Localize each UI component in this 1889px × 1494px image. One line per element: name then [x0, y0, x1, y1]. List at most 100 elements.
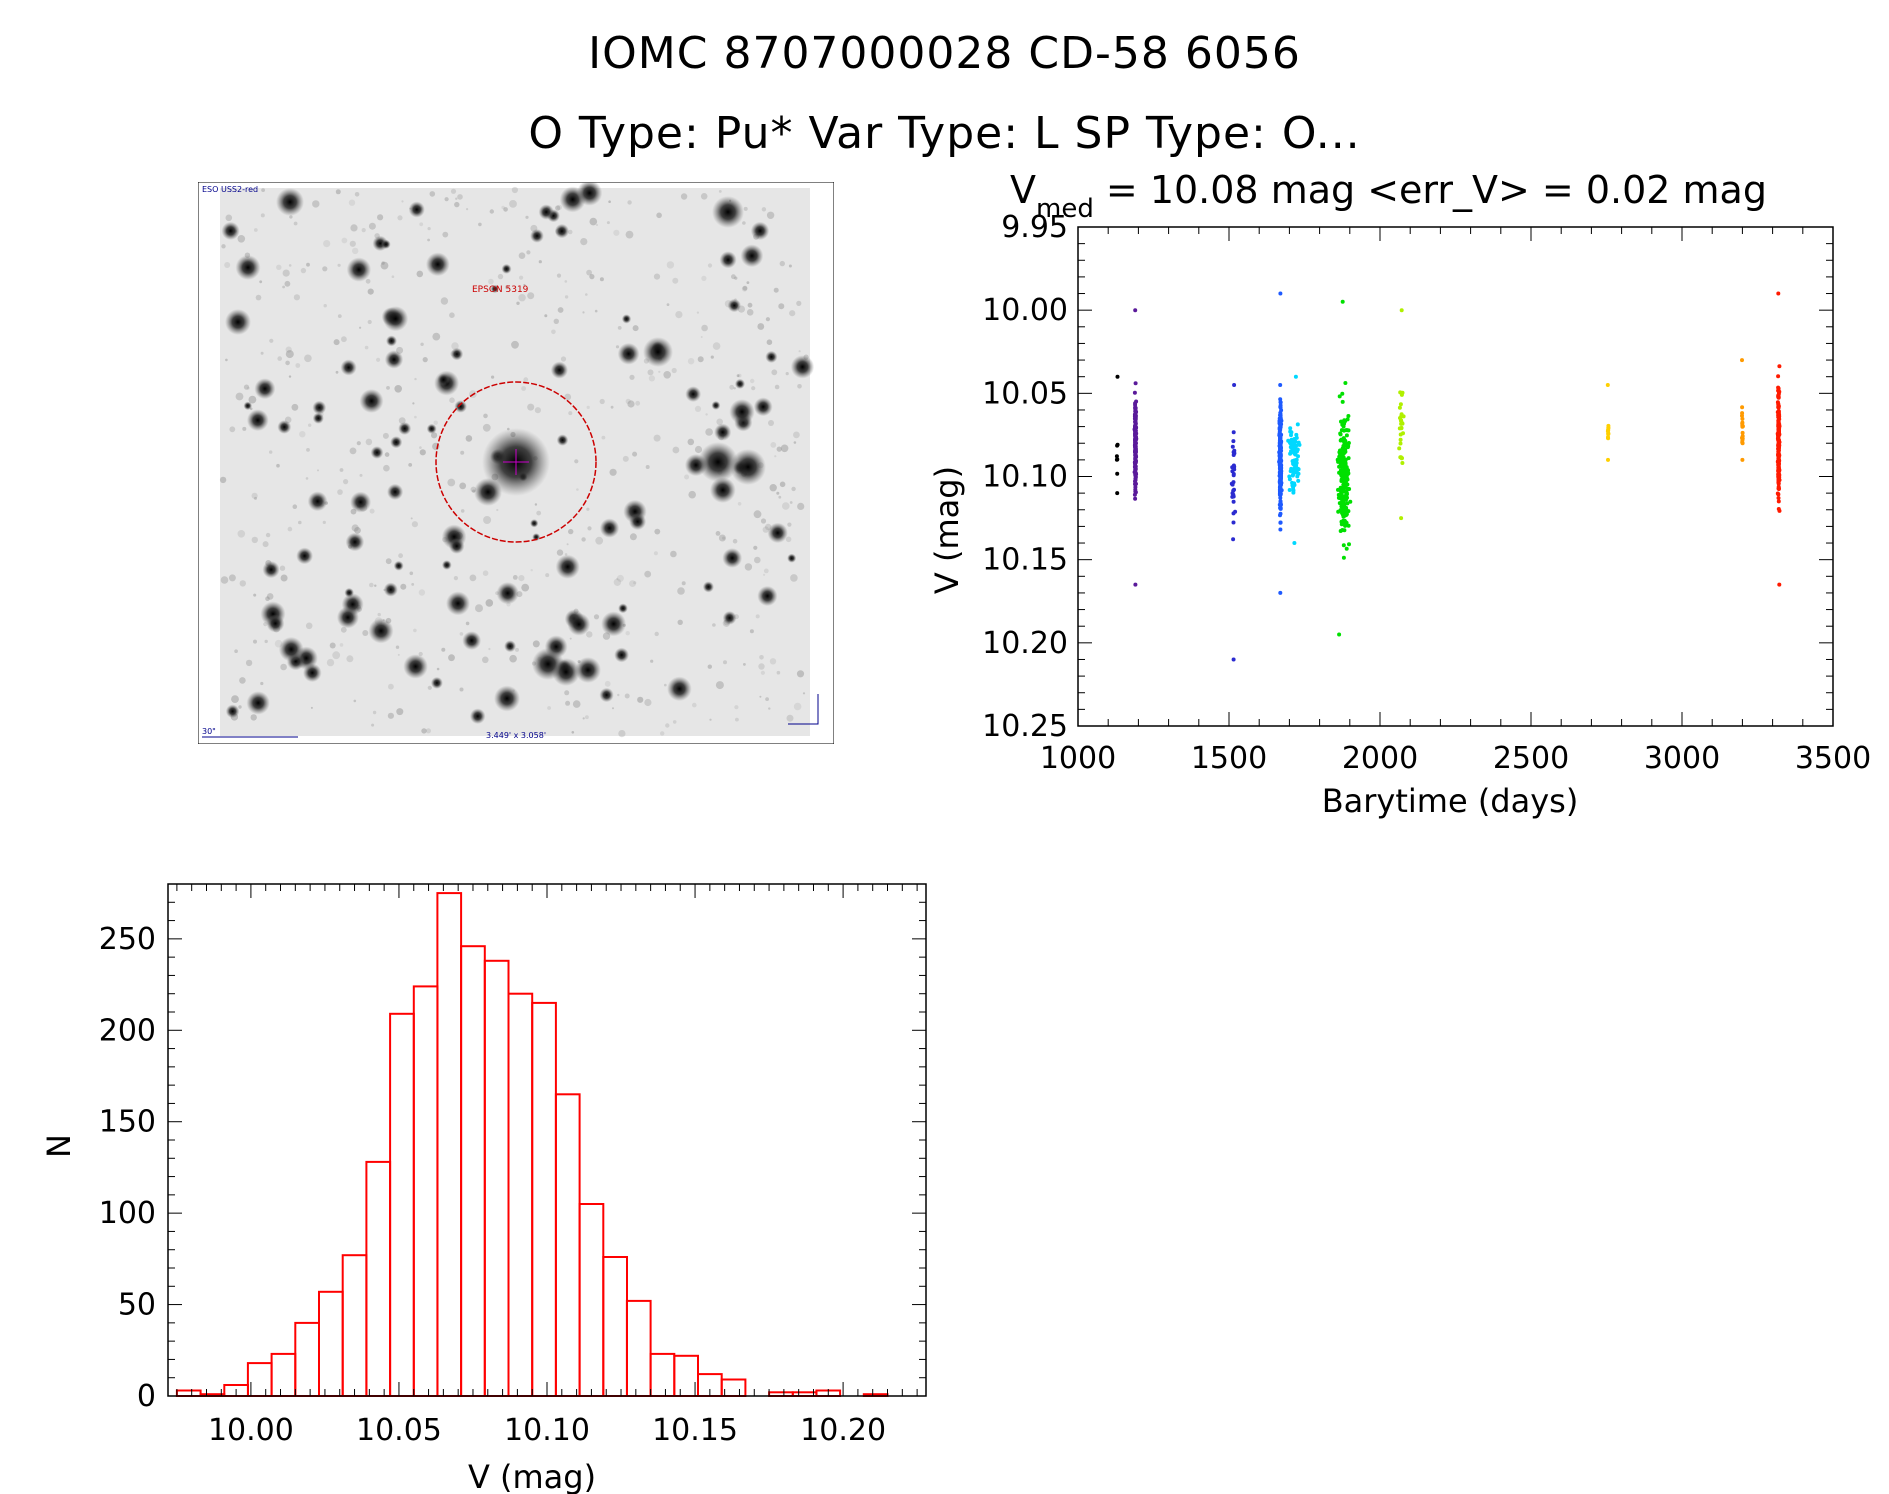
faint-star — [644, 570, 652, 578]
faint-star — [354, 527, 361, 534]
lc-data-point — [1776, 410, 1781, 415]
faint-star — [466, 208, 469, 211]
lc-x-tick-label: 1000 — [1040, 741, 1116, 776]
lc-data-point — [1278, 403, 1283, 408]
lc-data-point — [1133, 471, 1138, 476]
faint-star — [544, 314, 548, 318]
faint-star — [265, 596, 270, 601]
light-curve-chart: Vmed = 10.08 mag <err_V> = 0.02 mag 1000… — [928, 170, 1871, 820]
faint-star — [419, 449, 426, 456]
faint-star — [266, 593, 274, 600]
lc-data-point — [1278, 480, 1283, 485]
faint-star — [589, 274, 595, 280]
faint-star — [308, 423, 312, 427]
faint-star — [509, 654, 517, 663]
faint-star — [376, 357, 381, 362]
faint-star — [349, 240, 356, 247]
faint-star — [335, 370, 339, 374]
star — [618, 603, 628, 614]
bright-star — [712, 196, 744, 228]
faint-star — [556, 273, 562, 278]
faint-star — [433, 420, 438, 425]
lc-data-point — [1337, 464, 1342, 469]
faint-star — [765, 697, 769, 701]
histogram-chart: 10.00 10.05 10.10 10.15 10.20 0 50 100 150 200 250… — [40, 883, 927, 1494]
faint-star — [419, 446, 422, 449]
faint-star — [635, 400, 641, 406]
faint-star — [394, 385, 402, 393]
faint-star — [613, 229, 620, 236]
lc-data-point — [1115, 442, 1120, 447]
lc-data-point — [1776, 374, 1781, 379]
lc-data-point — [1340, 399, 1345, 404]
lc-data-point — [1776, 469, 1781, 473]
faint-star — [518, 575, 525, 582]
lc-data-point — [1278, 291, 1283, 296]
faint-star — [610, 405, 614, 409]
faint-star — [785, 536, 792, 543]
lc-data-point — [1340, 447, 1345, 452]
star — [307, 491, 328, 512]
histogram-bar — [246, 1362, 273, 1398]
faint-star — [488, 647, 491, 651]
faint-star — [305, 477, 309, 480]
faint-star — [778, 495, 782, 499]
faint-star — [442, 231, 449, 238]
faint-star — [612, 707, 614, 710]
faint-star — [237, 530, 246, 538]
faint-star — [260, 681, 264, 686]
faint-star — [429, 191, 436, 197]
lc-data-point — [1133, 487, 1138, 492]
lc-data-point — [1776, 478, 1781, 483]
lc-data-point — [1278, 452, 1283, 457]
lc-data-point — [1288, 426, 1293, 431]
faint-star — [680, 193, 688, 200]
faint-star — [790, 574, 798, 582]
hist-y-tick-label: 100 — [99, 1196, 156, 1231]
histogram-bar — [436, 892, 463, 1397]
target-crosshair-icon — [503, 449, 529, 475]
bright-star — [276, 188, 304, 216]
faint-star — [521, 386, 526, 391]
faint-star — [416, 270, 424, 278]
faint-star — [310, 706, 313, 709]
lc-data-point — [1398, 441, 1403, 446]
faint-star — [260, 351, 264, 355]
faint-star — [469, 574, 477, 582]
lc-data-point — [1398, 390, 1403, 395]
faint-star — [455, 197, 458, 200]
faint-star — [629, 374, 635, 380]
lc-data-point — [1279, 408, 1284, 413]
lc-data-point — [1133, 428, 1138, 433]
star — [555, 554, 580, 579]
lc-data-point — [1606, 457, 1610, 462]
lc-data-point — [1133, 496, 1138, 501]
faint-star — [248, 395, 257, 404]
star — [790, 355, 815, 379]
faint-star — [766, 339, 773, 345]
faint-star — [560, 356, 567, 362]
faint-star — [774, 384, 780, 390]
faint-star — [289, 215, 293, 219]
lc-data-point — [1278, 499, 1283, 504]
star — [430, 676, 443, 689]
star — [614, 647, 629, 663]
faint-star — [383, 464, 390, 472]
histogram-bar — [412, 985, 439, 1398]
faint-star — [712, 342, 721, 350]
faint-star — [586, 631, 593, 638]
lc-data-point — [1133, 308, 1138, 313]
faint-star — [300, 267, 307, 274]
lc-data-point — [1777, 364, 1782, 369]
faint-star — [460, 509, 465, 513]
star — [757, 585, 778, 607]
star — [490, 284, 499, 294]
lc-data-point — [1292, 462, 1296, 467]
faint-star — [650, 659, 654, 663]
faint-star — [246, 386, 250, 390]
lc-x-tick-label: 3500 — [1795, 741, 1871, 776]
faint-star — [653, 273, 661, 280]
faint-star — [527, 292, 535, 300]
faint-star — [254, 496, 257, 500]
lc-y-tick-label: 10.25 — [982, 709, 1068, 744]
